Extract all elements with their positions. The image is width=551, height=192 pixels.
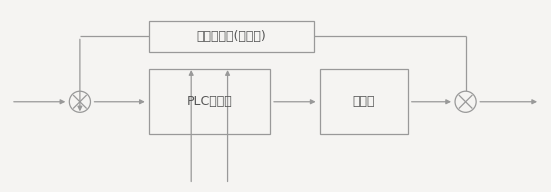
Text: 计量泵: 计量泵 [353, 95, 375, 108]
Ellipse shape [455, 91, 476, 112]
Bar [149, 69, 270, 134]
Bar [320, 69, 408, 134]
Ellipse shape [69, 91, 90, 112]
Text: PLC控制器: PLC控制器 [186, 95, 233, 108]
Bar [149, 21, 314, 52]
Text: 滤前水浊度(实际值): 滤前水浊度(实际值) [197, 30, 266, 43]
